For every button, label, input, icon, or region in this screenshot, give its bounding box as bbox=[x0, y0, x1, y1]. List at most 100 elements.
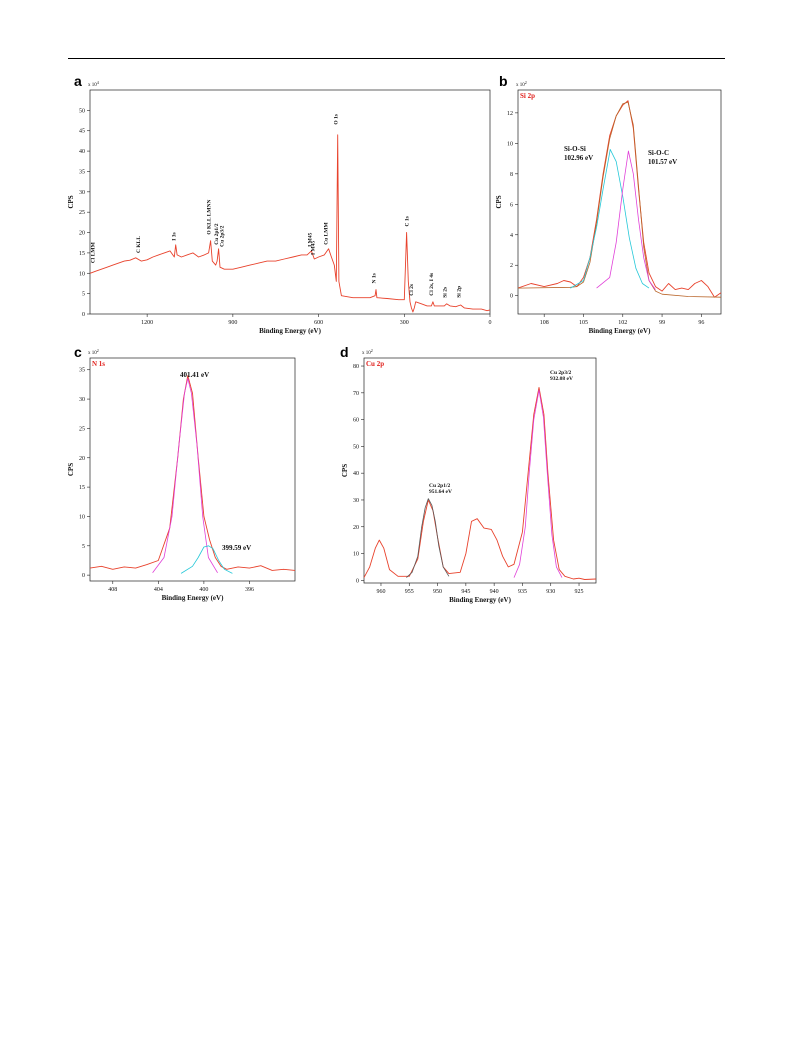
y-multiplier-d: x 102 bbox=[362, 348, 373, 356]
peak-label: Cu 2p3/2 bbox=[219, 225, 225, 246]
chart-panel-a: 0 5 10 15 20 25 30 35 40 45 50 1200 900 600 300 0 Bindin… bbox=[67, 80, 492, 335]
fit-label-cu-2p12: Cu 2p1/2 bbox=[429, 483, 450, 489]
peak-label: Cl 2s bbox=[409, 284, 415, 296]
peak-label: Si 2p bbox=[457, 286, 463, 298]
spectrum-tag-b: Si 2p bbox=[520, 92, 535, 100]
fit-label-c-1: 401.41 eV bbox=[180, 371, 209, 379]
x-tick-label-d: 925 bbox=[575, 589, 584, 595]
x-axis-title-d: Binding Energy (eV) bbox=[449, 596, 512, 604]
x-tick-label-d: 960 bbox=[376, 589, 385, 595]
series-line-c-2 bbox=[180, 545, 233, 574]
x-tick-label-d: 955 bbox=[405, 589, 414, 595]
peak-label: C 1s bbox=[405, 216, 411, 226]
peak-label: O 1s bbox=[334, 114, 340, 125]
y-tick-label-d: 30 bbox=[353, 498, 359, 504]
series-line-a-0 bbox=[89, 134, 491, 313]
y-tick-label-c: 35 bbox=[79, 368, 85, 374]
x-tick-label-c: 396 bbox=[245, 587, 254, 593]
y-tick-label-b: 2 bbox=[510, 263, 513, 269]
spectrum-tag-c: N 1s bbox=[92, 360, 105, 368]
y-multiplier-a: x 104 bbox=[88, 80, 99, 88]
y-tick-label-d: 50 bbox=[353, 444, 359, 450]
y-tick-label-d: 20 bbox=[353, 525, 359, 531]
y-tick-label-a: 0 bbox=[82, 312, 85, 318]
y-tick-label-d: 60 bbox=[353, 418, 359, 424]
peak-label: Cl LMM bbox=[90, 241, 96, 263]
y-tick-label-c: 5 bbox=[82, 544, 85, 550]
x-tick-label-d: 940 bbox=[490, 589, 499, 595]
series-line-b-2 bbox=[570, 149, 650, 289]
y-axis-title-c: CPS bbox=[67, 463, 75, 476]
y-tick-label-a: 10 bbox=[79, 271, 85, 277]
x-tick-label-a: 1200 bbox=[141, 320, 153, 326]
y-tick-label-c: 10 bbox=[79, 514, 85, 520]
fit-label-si-o-si: Si-O-Si bbox=[564, 145, 586, 153]
x-tick-label-d: 945 bbox=[461, 589, 470, 595]
series-line-b-0 bbox=[517, 100, 722, 298]
y-axis-title-a: CPS bbox=[67, 195, 75, 208]
x-tick-label-c: 408 bbox=[108, 587, 117, 593]
y-tick-label-c: 0 bbox=[82, 573, 85, 579]
peak-label: O KLL LMNN bbox=[207, 199, 213, 234]
y-axis-title-d: CPS bbox=[341, 464, 349, 477]
x-tick-label-d: 935 bbox=[518, 589, 527, 595]
peak-label: I M45 bbox=[310, 241, 316, 255]
x-tick-label-b: 99 bbox=[659, 320, 665, 326]
peak-label: I 3s bbox=[172, 232, 178, 240]
series-line-b-3 bbox=[596, 150, 656, 290]
y-tick-label-c: 20 bbox=[79, 456, 85, 462]
y-tick-label-a: 25 bbox=[79, 210, 85, 216]
fit-label-cu-2p32: Cu 2p3/2 bbox=[550, 370, 571, 376]
x-tick-label-c: 400 bbox=[199, 587, 208, 593]
y-tick-label-b: 12 bbox=[507, 111, 513, 117]
x-tick-label-b: 105 bbox=[579, 320, 588, 326]
y-tick-label-a: 45 bbox=[79, 129, 85, 135]
x-tick-label-a: 900 bbox=[228, 320, 237, 326]
y-tick-label-c: 25 bbox=[79, 426, 85, 432]
x-axis-title-a: Binding Energy (eV) bbox=[259, 327, 322, 335]
panel-letter-d: d bbox=[340, 344, 349, 360]
panel-letter-c: c bbox=[74, 344, 82, 360]
x-tick-label-a: 0 bbox=[489, 320, 492, 326]
fit-value-si-o-c: 101.57 eV bbox=[648, 158, 677, 166]
y-tick-label-b: 0 bbox=[510, 294, 513, 300]
y-tick-label-a: 30 bbox=[79, 190, 85, 196]
fit-label-c-2: 399.59 eV bbox=[222, 544, 251, 552]
x-tick-label-a: 300 bbox=[400, 320, 409, 326]
peak-label: Cu 2p1/2 bbox=[214, 223, 220, 244]
y-tick-label-d: 0 bbox=[356, 578, 359, 584]
y-tick-label-a: 20 bbox=[79, 231, 85, 237]
y-tick-label-c: 15 bbox=[79, 485, 85, 491]
y-tick-label-a: 40 bbox=[79, 149, 85, 155]
x-tick-label-b: 102 bbox=[618, 320, 627, 326]
spectrum-tag-d: Cu 2p bbox=[366, 360, 384, 368]
y-tick-label-d: 80 bbox=[353, 364, 359, 370]
x-tick-label-d: 950 bbox=[433, 589, 442, 595]
panel-letter-a: a bbox=[74, 73, 82, 89]
chart-panel-c: 0 5 10 15 20 25 30 35 408 404 400 396 Binding Energy… bbox=[67, 348, 296, 602]
fit-value-si-o-si: 102.96 eV bbox=[564, 154, 593, 162]
series-line-b-1 bbox=[517, 101, 722, 298]
chart-panel-b: 0 2 4 6 8 10 12 108 105 102 99 96 Binding Energy (eV… bbox=[495, 80, 722, 335]
peak-label: N 1s bbox=[372, 273, 378, 283]
y-multiplier-c: x 102 bbox=[88, 348, 99, 356]
y-tick-label-d: 10 bbox=[353, 552, 359, 558]
y-tick-label-c: 30 bbox=[79, 397, 85, 403]
peak-label: C KLL bbox=[136, 236, 142, 253]
chart-panel-d: 0 10 20 30 40 50 60 70 80 960 955 950 945 940 935 930 92… bbox=[341, 348, 597, 604]
page-top-rule bbox=[68, 58, 725, 59]
peak-label: Si 2s bbox=[443, 287, 449, 298]
x-tick-label-d: 930 bbox=[546, 589, 555, 595]
y-tick-label-b: 6 bbox=[510, 202, 513, 208]
y-multiplier-b: x 102 bbox=[516, 80, 527, 88]
y-tick-label-a: 15 bbox=[79, 251, 85, 257]
panel-letter-b: b bbox=[499, 73, 508, 89]
series-line-c-1 bbox=[152, 378, 218, 574]
series-line-d-1 bbox=[406, 498, 450, 578]
x-axis-title-c: Binding Energy (eV) bbox=[162, 594, 225, 602]
y-tick-label-b: 4 bbox=[510, 233, 513, 239]
y-tick-label-b: 8 bbox=[510, 172, 513, 178]
peak-label: Cl 2s, I 4s bbox=[429, 273, 435, 296]
x-tick-label-a: 600 bbox=[314, 320, 323, 326]
